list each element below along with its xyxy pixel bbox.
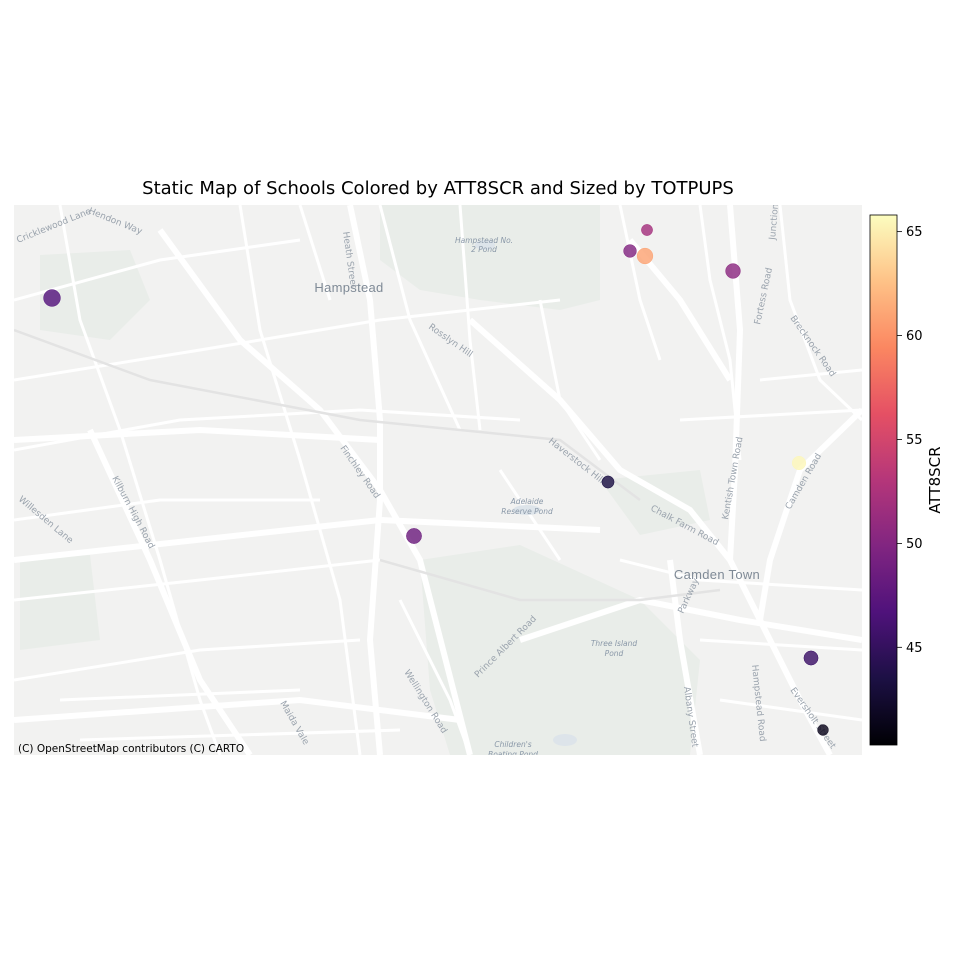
school-marker[interactable] [817,724,829,736]
colorbar: 45 50 55 60 65 ATT8SCR [869,214,944,746]
colorbar-tick-label: 50 [906,537,923,552]
colorbar-tick-label: 60 [906,329,923,344]
water-label: Hampstead No. [455,236,513,245]
ponds [475,240,577,746]
label-camden-town: Camden Town [674,567,760,582]
water-label: Reserve Pond [501,507,553,516]
school-marker[interactable] [623,244,637,258]
water-labels: Hampstead No. 2 Pond Adelaide Reserve Po… [455,236,638,759]
colorbar-tick-label: 65 [906,225,923,240]
rail-lines [14,328,721,602]
school-marker[interactable] [406,528,422,544]
school-marker[interactable] [803,650,819,666]
colorbar-ticks: 45 50 55 60 65 [897,225,923,656]
school-marker[interactable] [725,263,741,279]
water-label: Boating Pond [488,750,538,759]
label-hampstead: Hampstead [314,280,383,295]
colorbar-label: ATT8SCR [926,446,944,513]
school-marker[interactable] [601,475,615,489]
water-label: Pond [605,649,624,658]
basemap: Hampstead Camden Town Hampstead No. 2 Po… [14,205,862,759]
colorbar-tick-label: 55 [906,433,923,448]
water-label: Three Island [591,639,638,648]
water-label: 2 Pond [471,245,497,254]
chart-title: Static Map of Schools Colored by ATT8SCR… [142,178,734,199]
park-areas [20,205,710,755]
colorbar-gradient [869,214,898,746]
water-label: Children's [494,740,531,749]
map-attribution: (C) OpenStreetMap contributors (C) CARTO [18,743,244,755]
school-marker[interactable] [641,224,653,236]
school-marker[interactable] [791,455,807,471]
colorbar-tick-label: 45 [906,641,923,656]
water-label: Adelaide [510,497,544,506]
school-marker[interactable] [43,289,61,307]
school-marker[interactable] [636,247,654,265]
school-markers [43,224,829,736]
